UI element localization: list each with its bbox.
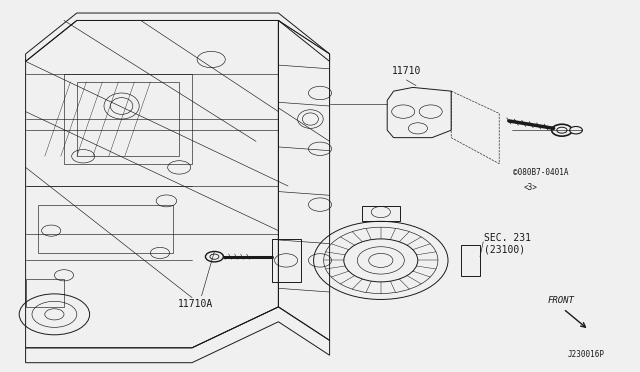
Circle shape (205, 251, 223, 262)
Text: (23100): (23100) (484, 244, 525, 254)
Text: FRONT: FRONT (547, 296, 574, 305)
Text: SEC. 231: SEC. 231 (484, 233, 531, 243)
Text: J230016P: J230016P (568, 350, 605, 359)
Text: 11710A: 11710A (177, 299, 213, 310)
Text: <3>: <3> (524, 183, 538, 192)
Circle shape (570, 126, 582, 134)
Text: 11710: 11710 (392, 66, 421, 76)
Text: ©080B7-0401A: ©080B7-0401A (513, 169, 569, 177)
Circle shape (552, 124, 572, 136)
